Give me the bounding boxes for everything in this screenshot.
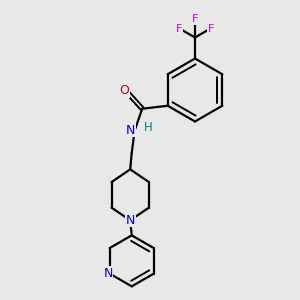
Text: N: N (125, 124, 135, 137)
Text: F: F (207, 23, 214, 34)
Text: F: F (176, 23, 183, 34)
Text: H: H (144, 121, 153, 134)
Text: N: N (103, 267, 113, 280)
Text: N: N (125, 214, 135, 227)
Text: F: F (192, 14, 198, 25)
Text: O: O (119, 84, 129, 97)
